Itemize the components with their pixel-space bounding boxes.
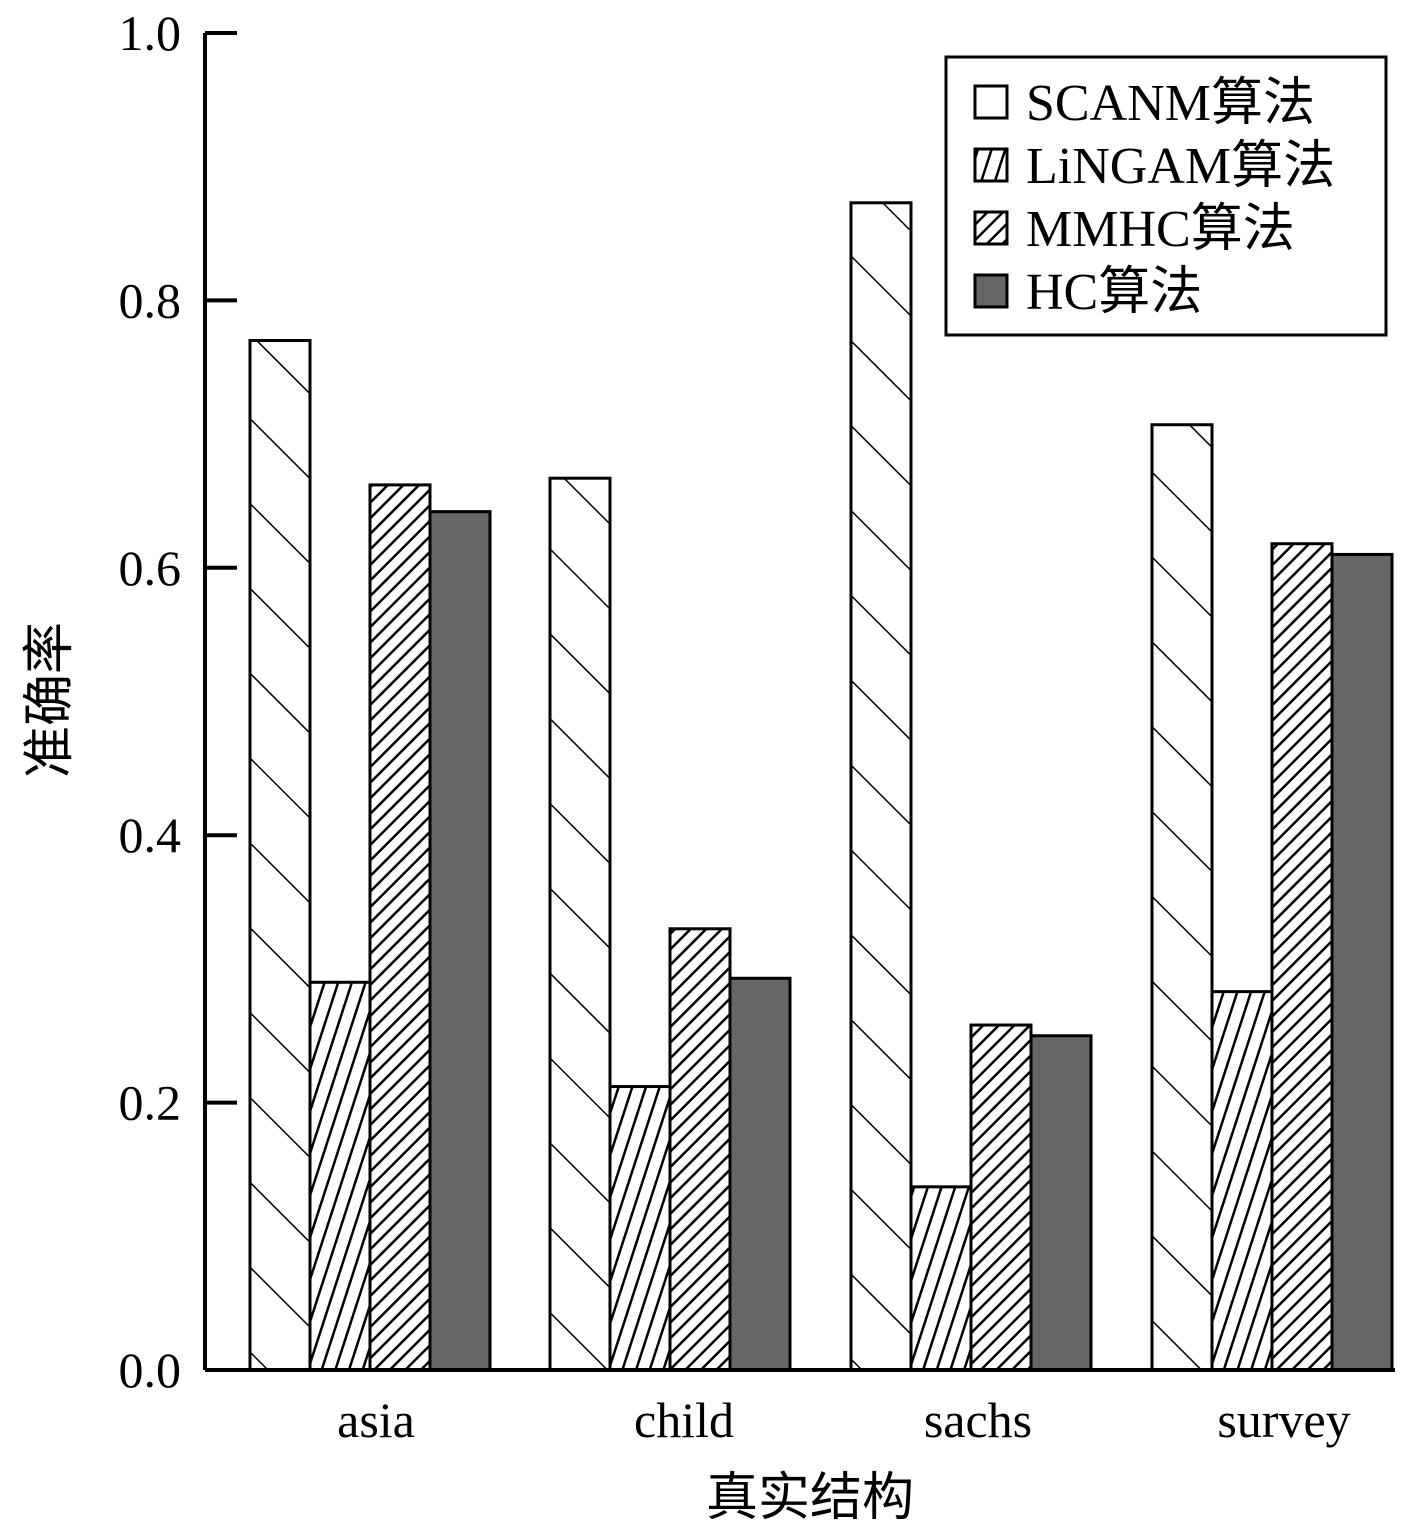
bar-survey-series-4	[1330, 552, 1394, 1372]
bar-asia-series-4	[428, 510, 492, 1372]
bar-sachs-series-4	[1029, 1034, 1093, 1372]
legend-label: MMHC算法	[1026, 201, 1295, 258]
y-tick-label: 0.0	[119, 1342, 182, 1398]
y-tick-label: 0.6	[119, 540, 182, 596]
axes	[203, 33, 1395, 1372]
legend-swatch	[973, 210, 1009, 246]
bar-survey-series-3	[1270, 542, 1334, 1372]
legend-swatch	[973, 273, 1009, 309]
legend-swatch	[973, 147, 1009, 183]
legend-label: SCANM算法	[1026, 75, 1315, 132]
legend-swatch	[973, 84, 1009, 120]
bar-asia-series-2	[308, 980, 372, 1372]
x-category-label: asia	[337, 1392, 415, 1448]
x-category-labels: asia child sachs survey	[337, 1392, 1351, 1448]
bar-child-series-1	[548, 476, 612, 1372]
y-tick-label: 0.4	[119, 807, 182, 863]
bar-sachs-series-3	[969, 1023, 1033, 1372]
x-axis-title: 真实结构	[706, 1470, 914, 1527]
bar-child-series-4	[728, 976, 792, 1372]
bar-sachs-series-1	[849, 201, 913, 1372]
legend-items: SCANM算法 LiNGAM算法 MMHC算法 HC算法	[973, 75, 1335, 321]
legend-box	[944, 55, 1388, 337]
bar-survey-series-1	[1150, 423, 1214, 1372]
legend-label: HC算法	[1026, 264, 1202, 321]
legend-label: LiNGAM算法	[1026, 138, 1335, 195]
bars	[248, 201, 1394, 1372]
bar-asia-series-3	[368, 483, 432, 1372]
x-category-label: survey	[1217, 1392, 1350, 1448]
bar-asia-series-1	[248, 339, 312, 1372]
y-axis-title: 准确率	[22, 622, 79, 778]
bar-child-series-3	[668, 927, 732, 1372]
y-tick-label: 1.0	[119, 5, 182, 61]
y-ticks: 0.0 0.2 0.4 0.6 0.8 1.0	[119, 5, 237, 1398]
bar-survey-series-2	[1210, 990, 1274, 1372]
x-category-label: sachs	[924, 1392, 1032, 1448]
x-category-label: child	[634, 1392, 734, 1448]
bar-sachs-series-2	[909, 1185, 973, 1372]
y-tick-label: 0.8	[119, 272, 182, 328]
y-tick-label: 0.2	[119, 1075, 182, 1131]
bar-child-series-2	[608, 1085, 672, 1372]
legend: SCANM算法 LiNGAM算法 MMHC算法 HC算法	[944, 55, 1388, 337]
